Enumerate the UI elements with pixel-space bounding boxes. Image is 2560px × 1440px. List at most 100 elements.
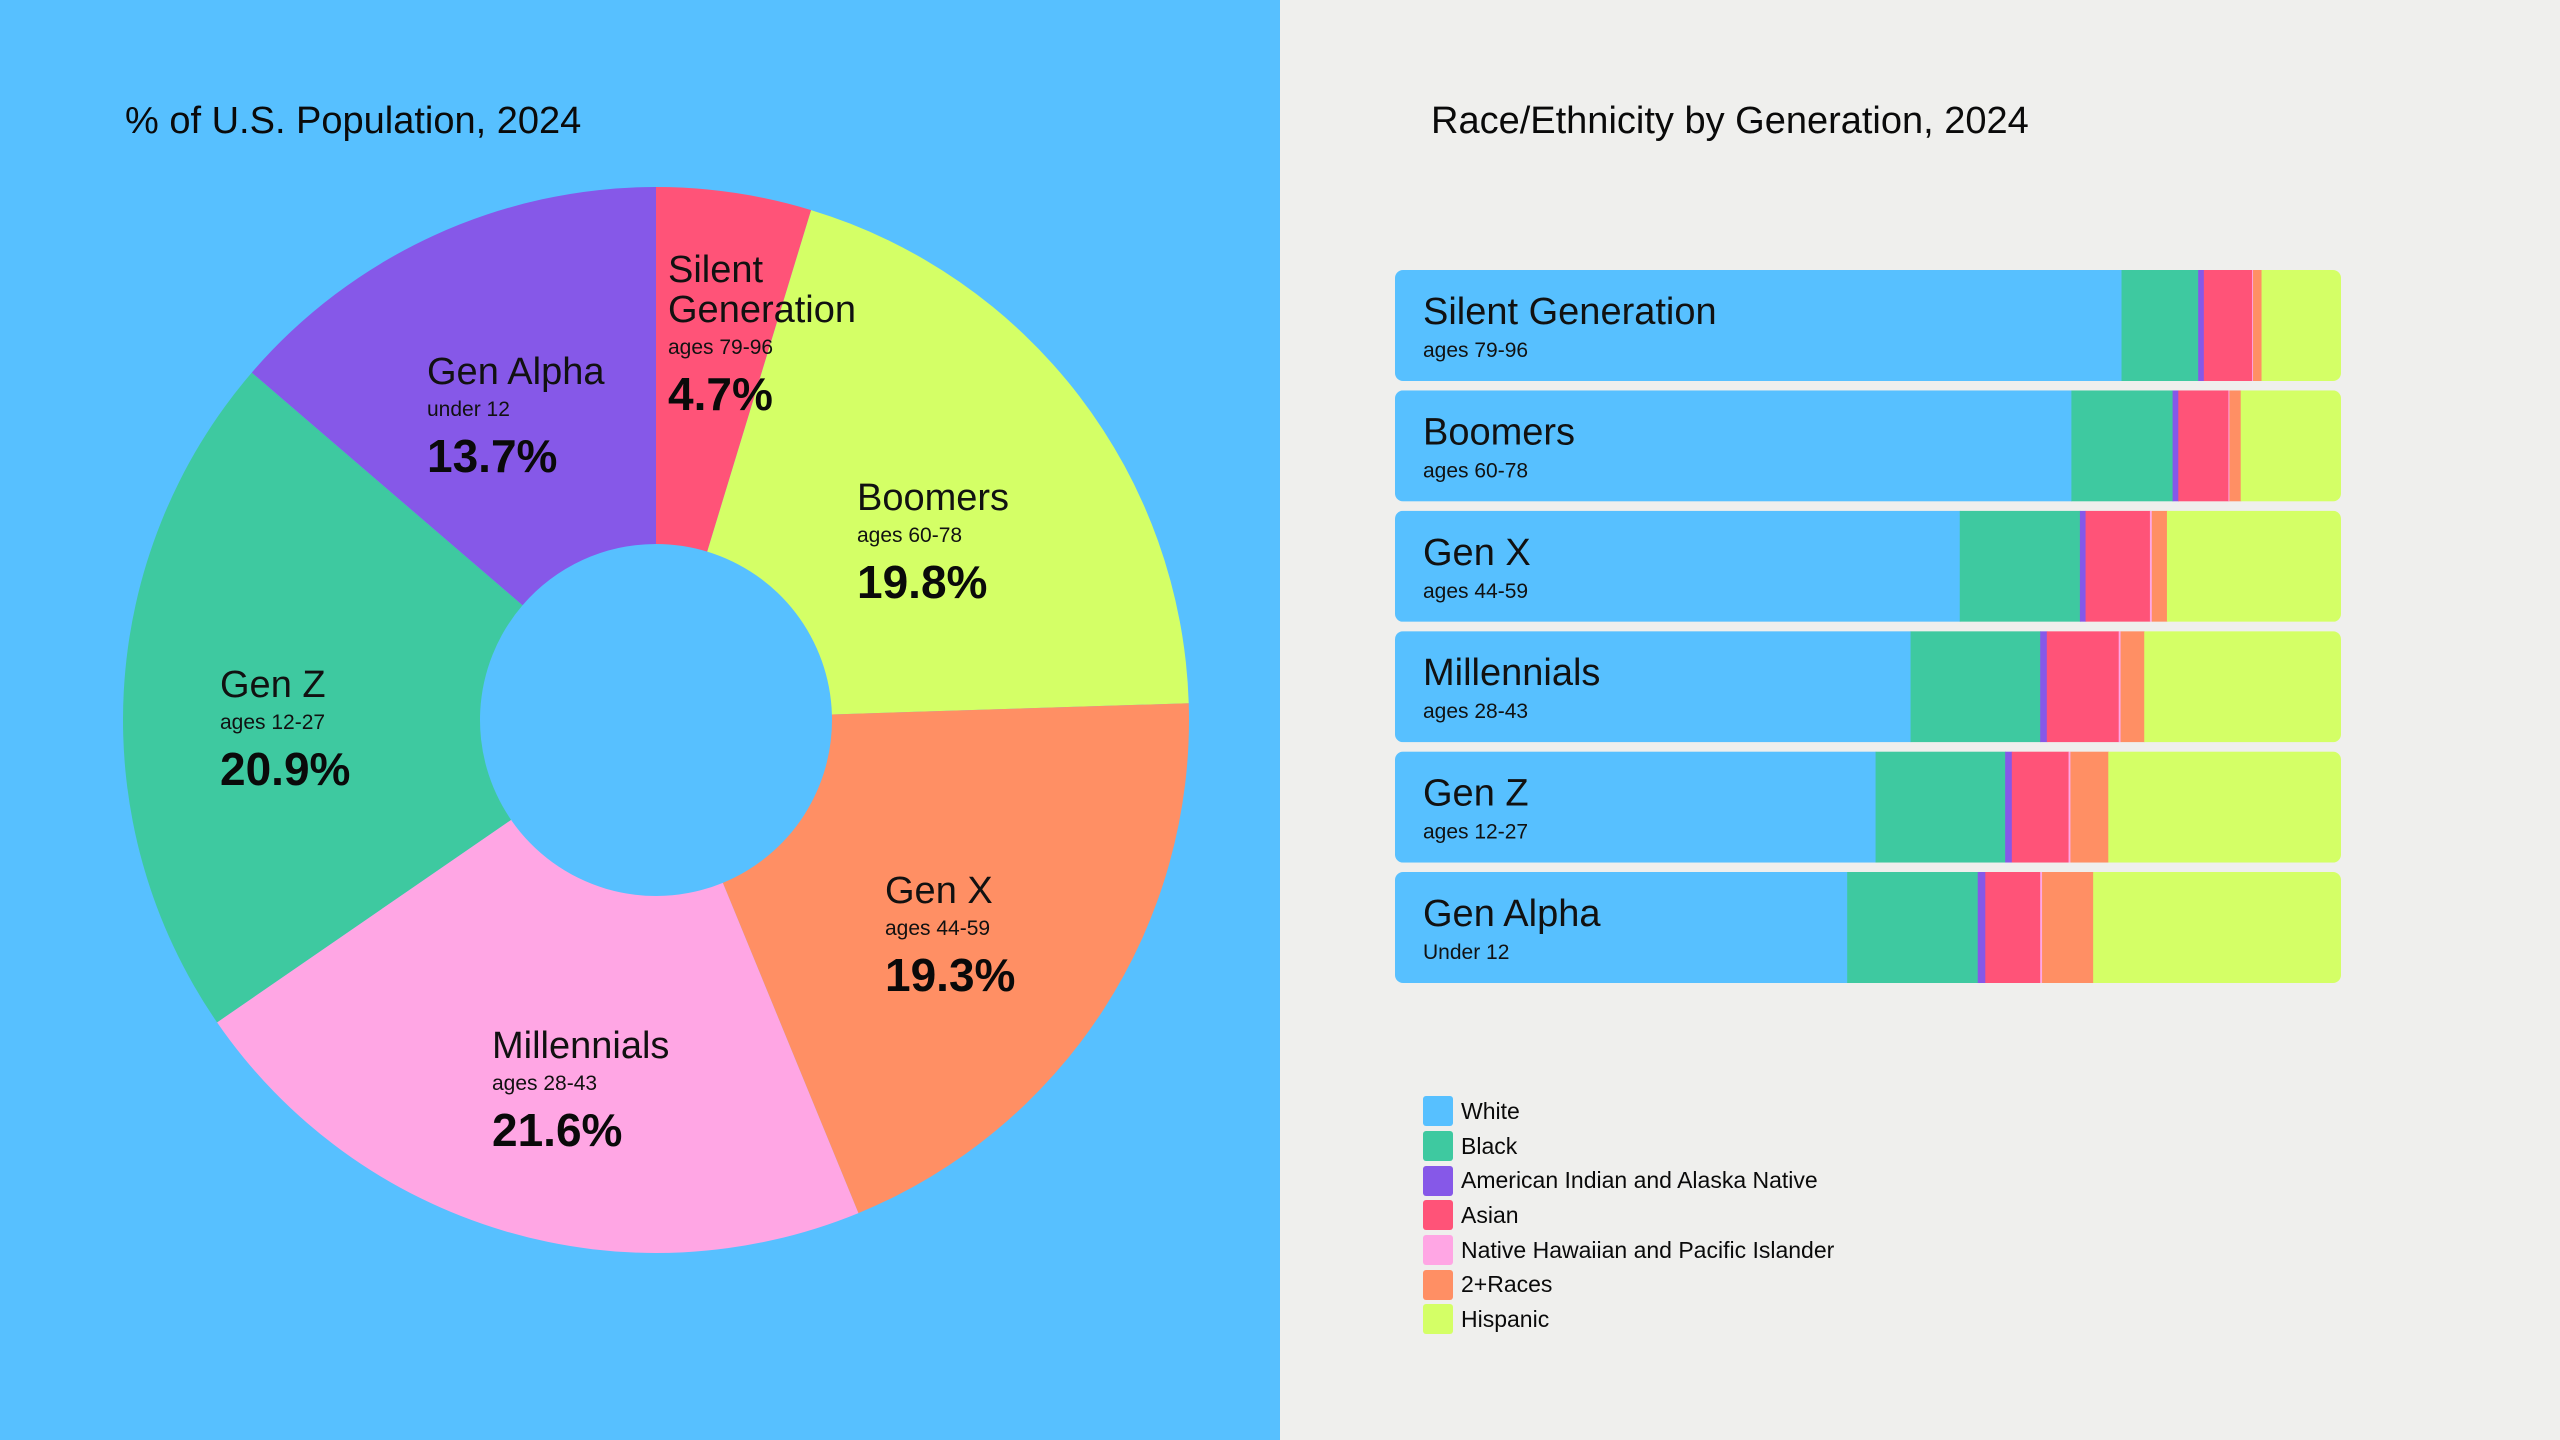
bar-category-label: Millennials: [1423, 652, 1600, 694]
bar-category-label: Gen Z: [1423, 773, 1529, 815]
bar-segment-black: [1959, 510, 2081, 622]
legend-swatch-american-indian: [1423, 1165, 1453, 1196]
bar-row-gen-z: [1395, 751, 2341, 863]
bar-segment-hispanic: [2240, 390, 2341, 502]
donut-category-sublabel: under 12: [427, 398, 510, 421]
donut-slice-gen-alpha: [251, 187, 657, 606]
race-ethnicity-stacked-bar-chart: Silent Generation ages 79-96 Boomers ages 6…: [1395, 270, 2341, 983]
donut-category-sublabel: ages 44-59: [885, 917, 990, 940]
bar-segment-american-indian-and-alaska-native: [2040, 631, 2048, 743]
donut-value-label: 21.6%: [492, 1104, 622, 1156]
bar-category-sublabel: Under 12: [1423, 941, 1509, 964]
legend-label: Black: [1461, 1132, 1518, 1159]
bar-category-sublabel: ages 44-59: [1423, 580, 1528, 603]
donut-category-sublabel: ages 28-43: [492, 1072, 597, 1095]
legend-item-asian: Asian: [1423, 1198, 1834, 1233]
bar-segment-asian: [2011, 751, 2070, 863]
donut-slice-boomers: [707, 210, 1189, 715]
donut-slice-millennials: [217, 819, 859, 1253]
donut-value-label: 4.7%: [668, 368, 773, 420]
bar-segment-black: [1847, 872, 1979, 983]
bar-segment-american-indian-and-alaska-native: [2198, 270, 2205, 381]
bar-row-boomers: [1395, 390, 2341, 502]
bar-segment-hispanic: [2093, 872, 2341, 983]
bar-segment-white: [1395, 872, 1848, 983]
donut-chart-title: % of U.S. Population, 2024: [125, 100, 582, 142]
bar-category-label: Silent Generation: [1423, 291, 1717, 333]
legend-item-black: Black: [1423, 1129, 1834, 1164]
bar-segment-native-hawaiian-and-pacific-islander: [2149, 510, 2153, 622]
bar-segment-2-races: [2253, 270, 2263, 381]
donut-value-label: 20.9%: [220, 743, 350, 795]
donut-label-gen-x: Gen X ages 44-59 19.3%: [885, 870, 1015, 1001]
bar-segment-native-hawaiian-and-pacific-islander: [2118, 631, 2122, 743]
donut-slice-gen-z: [123, 372, 523, 1023]
donut-slice-silent-generation: [656, 187, 812, 552]
bar-segment-asian: [2203, 270, 2253, 381]
legend-swatch-white: [1423, 1096, 1453, 1127]
donut-category-label: Gen Alpha: [427, 351, 605, 393]
legend-label: White: [1461, 1097, 1520, 1124]
bar-segment-asian: [2085, 510, 2151, 622]
donut-category-label: Millennials: [492, 1025, 669, 1067]
bar-segment-black: [2121, 270, 2199, 381]
legend-swatch-two-plus-races: [1423, 1269, 1453, 1300]
legend-item-american-indian: American Indian and Alaska Native: [1423, 1163, 1834, 1198]
bar-row-silent-generation: [1395, 270, 2341, 381]
bar-category-sublabel: ages 60-78: [1423, 459, 1528, 482]
donut-category-label: Boomers: [857, 477, 1009, 519]
bar-segment-asian: [2178, 390, 2230, 502]
bar-segment-black: [1875, 751, 2006, 863]
donut-category-sublabel: ages 60-78: [857, 524, 962, 547]
bar-segment-2-races: [2042, 872, 2094, 983]
legend-label: American Indian and Alaska Native: [1461, 1167, 1818, 1194]
bar-segment-white: [1395, 390, 2072, 502]
bar-segment-asian: [2046, 631, 2120, 743]
bar-row-gen-x: [1395, 510, 2341, 622]
donut-category-label: Gen Z: [220, 664, 326, 706]
bar-segment-2-races: [2151, 510, 2168, 622]
bar-segment-2-races: [2120, 631, 2145, 743]
bar-segment-native-hawaiian-and-pacific-islander: [2040, 872, 2043, 983]
bar-segment-2-races: [2070, 751, 2109, 863]
legend-label: Native Hawaiian and Pacific Islander: [1461, 1236, 1835, 1263]
bar-category-label: Gen X: [1423, 532, 1531, 574]
legend-swatch-asian: [1423, 1200, 1453, 1231]
donut-value-label: 13.7%: [427, 430, 557, 482]
legend-swatch-black: [1423, 1131, 1453, 1162]
bar-segment-hispanic: [2108, 751, 2341, 863]
bar-segment-hispanic: [2166, 510, 2341, 622]
legend-item-white: White: [1423, 1094, 1834, 1129]
bar-segment-american-indian-and-alaska-native: [2079, 510, 2087, 622]
donut-label-gen-z: Gen Z ages 12-27 20.9%: [220, 664, 350, 795]
bar-segment-black: [2071, 390, 2174, 502]
bar-segment-asian: [1985, 872, 2041, 983]
bar-segment-hispanic: [2261, 270, 2341, 381]
legend-swatch-hispanic: [1423, 1304, 1453, 1335]
bar-row-gen-alpha: [1395, 872, 2341, 983]
donut-label-millennials: Millennials ages 28-43 21.6%: [492, 1025, 669, 1156]
bar-segment-white: [1395, 270, 2123, 381]
bar-segment-native-hawaiian-and-pacific-islander: [2068, 751, 2072, 863]
donut-category-sublabel: ages 79-96: [668, 336, 773, 359]
bar-segment-hispanic: [2144, 631, 2341, 743]
bar-chart-title: Race/Ethnicity by Generation, 2024: [1431, 100, 2029, 142]
donut-slice-gen-x: [722, 703, 1189, 1214]
legend-item-hispanic: Hispanic: [1423, 1302, 1834, 1337]
bar-segment-american-indian-and-alaska-native: [2005, 751, 2013, 863]
bar-category-label: Boomers: [1423, 411, 1575, 453]
legend-swatch-pacific-islander: [1423, 1235, 1453, 1266]
legend-label: Asian: [1461, 1201, 1519, 1228]
bar-category-label: Gen Alpha: [1423, 893, 1601, 935]
donut-category-label: Gen X: [885, 870, 993, 912]
bar-segment-white: [1395, 751, 1877, 863]
donut-label-gen-alpha: Gen Alpha under 12 13.7%: [427, 351, 605, 482]
bar-segment-american-indian-and-alaska-native: [1977, 872, 1986, 983]
donut-label-boomers: Boomers ages 60-78 19.8%: [857, 477, 1009, 608]
race-legend: White Black American Indian and Alaska N…: [1423, 1094, 1834, 1337]
bar-category-sublabel: ages 12-27: [1423, 821, 1528, 844]
bar-segment-white: [1395, 510, 1961, 622]
bar-segment-white: [1395, 631, 1912, 743]
bar-category-sublabel: ages 79-96: [1423, 339, 1528, 362]
